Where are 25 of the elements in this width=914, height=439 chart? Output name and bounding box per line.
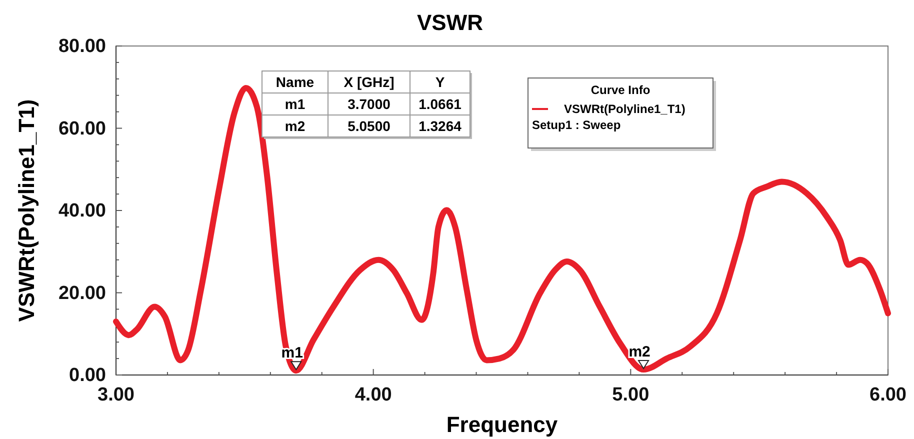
x-tick-label: 6.00 bbox=[870, 384, 906, 406]
legend-label: VSWRt(Polyline1_T1) bbox=[564, 102, 686, 116]
legend-title: Curve Info bbox=[590, 83, 650, 97]
annotation: m2 bbox=[628, 344, 650, 361]
y-tick-label: 40.00 bbox=[58, 200, 106, 222]
y-tick-label: 60.00 bbox=[58, 118, 106, 140]
annotation: 1.3264 bbox=[418, 118, 462, 134]
annotation: Y bbox=[435, 74, 446, 90]
text: m1 bbox=[284, 96, 306, 112]
annotation: X [GHz] bbox=[344, 74, 394, 90]
annotation: Setup1 : Sweep bbox=[532, 118, 621, 132]
y-axis-title: VSWRt(Polyline1_T1) bbox=[14, 99, 39, 322]
text: m2 bbox=[284, 118, 306, 134]
chart-title: VSWR bbox=[417, 10, 484, 35]
x-tick-label: 5.00 bbox=[612, 384, 650, 406]
annotation: Name bbox=[276, 74, 314, 90]
y-tick-label: 20.00 bbox=[58, 282, 106, 304]
annotation: 1.0661 bbox=[418, 96, 462, 112]
y-tick-label: 0.00 bbox=[69, 365, 106, 386]
y-tick-label: 80.00 bbox=[58, 36, 106, 58]
x-axis-title: Frequency bbox=[446, 412, 558, 437]
x-tick-label: 4.00 bbox=[354, 384, 392, 406]
annotation: 3.7000 bbox=[348, 96, 391, 112]
x-tick-label: 3.00 bbox=[98, 384, 134, 406]
annotation: 5.0500 bbox=[348, 118, 391, 134]
